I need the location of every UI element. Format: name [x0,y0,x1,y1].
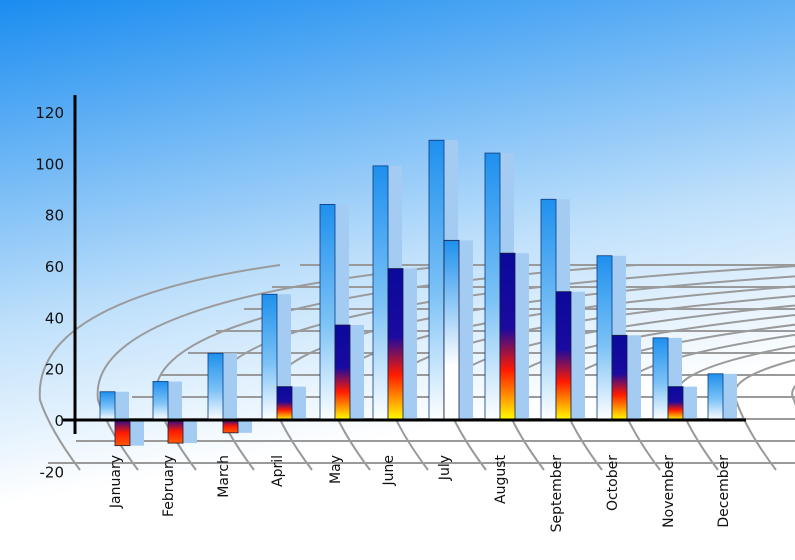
bar-series1-december [707,373,724,421]
bar-series1-april [261,293,278,421]
grid-curve [733,358,795,471]
shadow-bar [292,386,306,420]
y-tick-label: -20 [40,463,65,481]
grid-curve [38,264,281,471]
shadow-bar [459,240,473,420]
shadow-bar [115,391,129,420]
bar-series2-november [667,386,684,421]
bar-series1-november [652,337,669,421]
y-tick-label: 40 [45,309,64,327]
x-tick-label: October [605,455,621,511]
bar-series1-july [428,139,445,421]
shadow-bar [223,353,237,420]
y-tick-label: 100 [35,155,64,173]
shadow-bar [683,386,697,420]
x-tick-label: June [381,455,397,487]
bar-series1-august [484,152,501,421]
shadow-bar [515,253,529,420]
y-tick-label: 60 [45,258,64,276]
y-tick-label: 20 [45,361,64,379]
y-tick-label: 120 [35,104,64,122]
bar-series2-february [167,419,184,444]
x-tick-label: April [270,455,286,487]
bar-series2-april [276,386,293,421]
x-tick-label: September [549,455,565,533]
bar-series2-august [499,252,516,421]
bar-series1-june [372,165,389,421]
y-tick-label: 80 [45,207,64,225]
bar-series2-march [222,419,239,434]
bar-series2-june [387,268,404,421]
bar-series1-october [596,255,613,421]
x-tick-label: December [716,455,732,528]
shadow-bar [571,291,585,420]
shadow-bar [183,420,197,444]
bar-series1-february [152,381,169,421]
bar-series2-october [611,334,628,421]
bar-series2-july [443,239,460,421]
x-tick-label: March [216,455,232,498]
bar-series1-september [540,198,557,421]
shadow-bar [130,420,144,446]
shadow-bar [627,335,641,420]
shadow-bar [403,268,417,420]
x-tick-label: February [161,455,177,517]
bar-series2-september [555,291,572,421]
y-tick-label: 0 [54,412,64,430]
x-tick-label: July [437,455,453,481]
shadow-bar [168,381,182,420]
bar-series2-may [334,324,351,421]
shadow-bar [350,325,364,420]
bar-series1-january [99,391,116,421]
bar-series1-march [207,352,224,421]
shadow-bar [723,373,737,420]
bar-series1-may [319,203,336,421]
x-tick-label: May [328,455,344,484]
x-tick-label: November [661,455,677,528]
x-tick-label: January [108,455,124,509]
shadow-bar [238,420,252,433]
grid-curve [96,264,459,471]
x-tick-label: August [493,454,509,504]
bar-series2-january [114,419,131,447]
